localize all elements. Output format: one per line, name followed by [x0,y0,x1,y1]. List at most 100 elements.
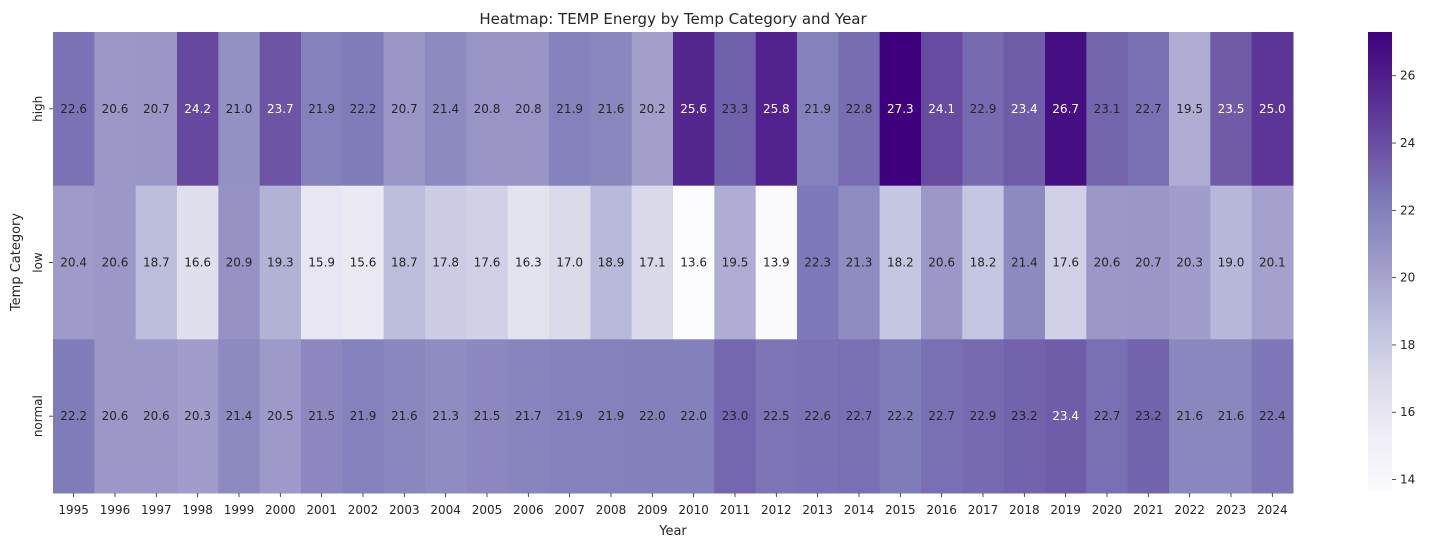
x-tick-label: 2021 [1133,503,1164,517]
cell-value-label: 15.6 [350,256,377,270]
cell-value-label: 20.3 [1176,256,1203,270]
cell-value-label: 21.9 [556,409,583,423]
heatmap-cell [218,32,261,187]
cell-value-label: 21.6 [1176,409,1203,423]
heatmap-cell [466,339,509,494]
cell-value-label: 24.2 [184,102,211,116]
x-axis-ticks: 1995 1996 1997 1998 1999 2000 2001 2002 2003 2004… [58,493,1288,517]
cell-value-label: 18.7 [391,256,418,270]
y-axis-ticks: high low normal [31,96,53,437]
heatmap-cell [838,185,881,340]
colorbar-ticks: 14 16 18 20 22 24 26 [1392,69,1415,487]
heatmap-cell [135,339,178,494]
heatmap-cell [1169,185,1211,340]
heatmap-cell [797,339,839,494]
heatmap-cell [714,339,757,494]
cell-value-label: 22.4 [1259,409,1286,423]
cell-value-label: 20.3 [184,409,211,423]
heatmap-cell [1086,185,1129,340]
x-tick-label: 1998 [182,503,213,517]
heatmap-cell [425,185,467,340]
heatmap-cell [879,339,922,494]
heatmap-cell [135,185,178,340]
cell-value-label: 21.7 [515,409,542,423]
cell-value-label: 21.5 [308,409,335,423]
heatmap-cell [383,185,426,340]
cell-value-label: 22.9 [970,409,997,423]
heatmap-cell [177,339,219,494]
heatmap-cell [797,32,839,187]
heatmap-cell [1210,339,1253,494]
heatmap-cell [921,339,963,494]
cell-value-label: 23.4 [1011,102,1038,116]
heatmap-cell [507,185,550,340]
colorbar-tick-label: 18 [1400,338,1415,352]
x-tick-label: 1997 [141,503,172,517]
heatmap-cell [549,32,591,187]
cell-value-label: 16.6 [184,256,211,270]
x-tick-label: 1996 [100,503,131,517]
heatmap-cell [673,32,715,187]
heatmap-cell [342,32,385,187]
heatmap-cell [714,32,757,187]
heatmap-cell [383,339,426,494]
cell-value-label: 15.9 [308,256,335,270]
heatmap-cell [590,339,633,494]
heatmap-cell [218,339,261,494]
cell-value-label: 19.3 [267,256,294,270]
x-tick-label: 2002 [348,503,379,517]
cell-value-label: 20.8 [515,102,542,116]
colorbar-tick-label: 16 [1400,405,1415,419]
cell-value-label: 27.3 [887,102,914,116]
cell-value-label: 22.9 [970,102,997,116]
heatmap-cell [549,339,591,494]
cell-value-label: 18.7 [143,256,170,270]
cell-value-label: 21.9 [598,409,625,423]
cell-value-label: 20.6 [143,409,170,423]
heatmap-cell [94,185,137,340]
x-tick-label: 2023 [1216,503,1247,517]
cell-value-label: 24.1 [928,102,955,116]
colorbar-tick-label: 26 [1400,69,1415,83]
heatmap-cell [301,185,343,340]
heatmap-cell [797,185,839,340]
x-axis-label: Year [658,524,687,539]
cell-value-label: 22.7 [1135,102,1162,116]
x-tick-label: 2018 [1009,503,1040,517]
heatmap-cells: 22.6 20.6 20.7 24.2 21.0 23.7 21.9 22.2 20.7 21.4… [53,32,1294,494]
x-tick-label: 2020 [1092,503,1123,517]
cell-value-label: 19.5 [722,256,749,270]
cell-value-label: 20.4 [60,256,87,270]
heatmap-cell [1210,32,1253,187]
cell-value-label: 22.7 [846,409,873,423]
heatmap-cell [879,185,922,340]
x-tick-label: 2007 [554,503,585,517]
cell-value-label: 23.2 [1011,409,1038,423]
x-tick-label: 2001 [306,503,337,517]
heatmap-cell [425,32,467,187]
heatmap-cell [383,32,426,187]
heatmap-cell [1003,32,1046,187]
colorbar-tick-label: 14 [1400,473,1415,487]
cell-value-label: 20.7 [391,102,418,116]
cell-value-label: 20.8 [474,102,501,116]
cell-value-label: 20.7 [143,102,170,116]
x-tick-label: 2016 [926,503,957,517]
x-tick-label: 2003 [389,503,420,517]
cell-value-label: 22.2 [350,102,377,116]
cell-value-label: 20.6 [102,409,129,423]
heatmap-cell [714,185,757,340]
cell-value-label: 19.0 [1218,256,1245,270]
heatmap-cell [259,185,302,340]
heatmap-cell [507,32,550,187]
cell-value-label: 21.4 [432,102,459,116]
heatmap-cell [590,32,633,187]
heatmap-cell [301,339,343,494]
cell-value-label: 25.6 [680,102,707,116]
x-tick-label: 2017 [968,503,999,517]
cell-value-label: 21.6 [598,102,625,116]
colorbar-tick-label: 22 [1400,203,1415,217]
cell-value-label: 21.9 [556,102,583,116]
cell-value-label: 16.3 [515,256,542,270]
cell-value-label: 23.2 [1135,409,1162,423]
